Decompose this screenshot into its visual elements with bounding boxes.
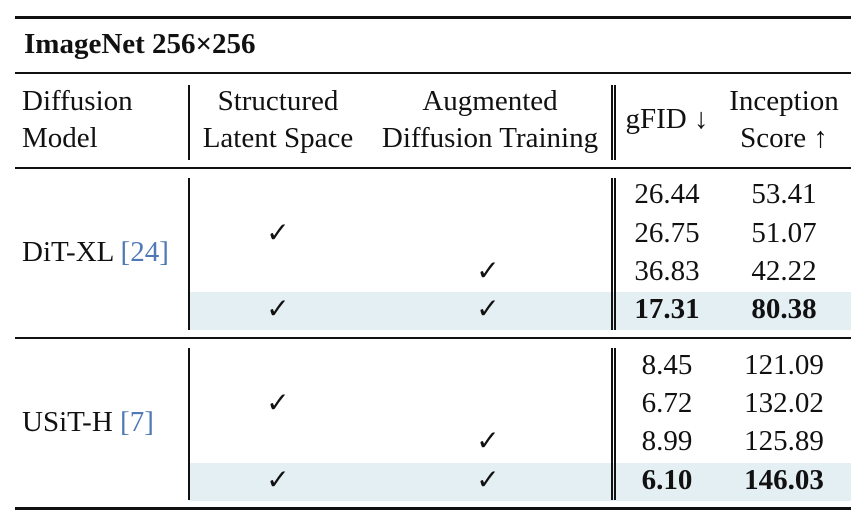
model-label: USiT-H [22,406,113,438]
bottom-rule [15,507,851,510]
model-label: DiT-XL [22,236,114,268]
gfid-value: 8.99 [641,425,693,457]
inception-value: 51.07 [751,217,817,249]
citation-ref: [24] [120,236,169,268]
header-rule [15,167,851,169]
gfid-value: 36.83 [634,255,700,287]
highlight-row-usit [189,463,851,501]
inception-value: 125.89 [744,425,824,457]
gfid-value: 6.72 [641,387,693,419]
check-icon: ✓ [266,292,290,325]
title-rule [15,72,851,74]
body-vline-left-1 [188,178,190,330]
check-icon: ✓ [476,254,500,287]
header-model-line2: Model [22,122,98,154]
gfid-value: 26.44 [634,178,700,210]
body-vline-right-2 [611,348,616,500]
gfid-value-best: 6.10 [641,464,693,496]
header-inception-line1: Inception [729,85,839,117]
header-augmented-line1: Augmented [422,85,558,117]
inception-value-best: 146.03 [744,464,824,496]
gfid-value-best: 17.31 [634,293,700,325]
check-icon: ✓ [266,463,290,496]
inception-value: 132.02 [744,387,824,419]
header-vline-right [611,85,616,160]
check-icon: ✓ [476,292,500,325]
header-structured-line1: Structured [217,85,339,117]
model-name-dit: DiT-XL [24] [22,235,169,269]
model-name-usit: USiT-H [7] [22,405,154,439]
check-icon: ✓ [476,463,500,496]
gfid-value: 26.75 [634,217,700,249]
header-model-line1: Diffusion [22,85,133,117]
header-gfid: gFID ↓ [625,103,709,135]
header-inception-line2: Score ↑ [740,122,828,154]
body-vline-left-2 [188,348,190,500]
header-vline-left [188,85,190,160]
inception-value-best: 80.38 [751,293,817,325]
citation-ref: [7] [120,406,154,438]
inception-value: 121.09 [744,349,824,381]
group-divider-rule [15,337,851,339]
gfid-value: 8.45 [641,349,693,381]
top-rule [15,16,851,19]
table-title: ImageNet 256×256 [24,28,256,60]
header-structured-line2: Latent Space [202,122,354,154]
check-icon: ✓ [266,386,290,419]
body-vline-right-1 [611,178,616,330]
check-icon: ✓ [476,424,500,457]
inception-value: 42.22 [751,255,817,287]
header-augmented-line2: Diffusion Training [381,122,599,154]
check-icon: ✓ [266,216,290,249]
inception-value: 53.41 [751,178,817,210]
highlight-row-dit [189,292,851,330]
